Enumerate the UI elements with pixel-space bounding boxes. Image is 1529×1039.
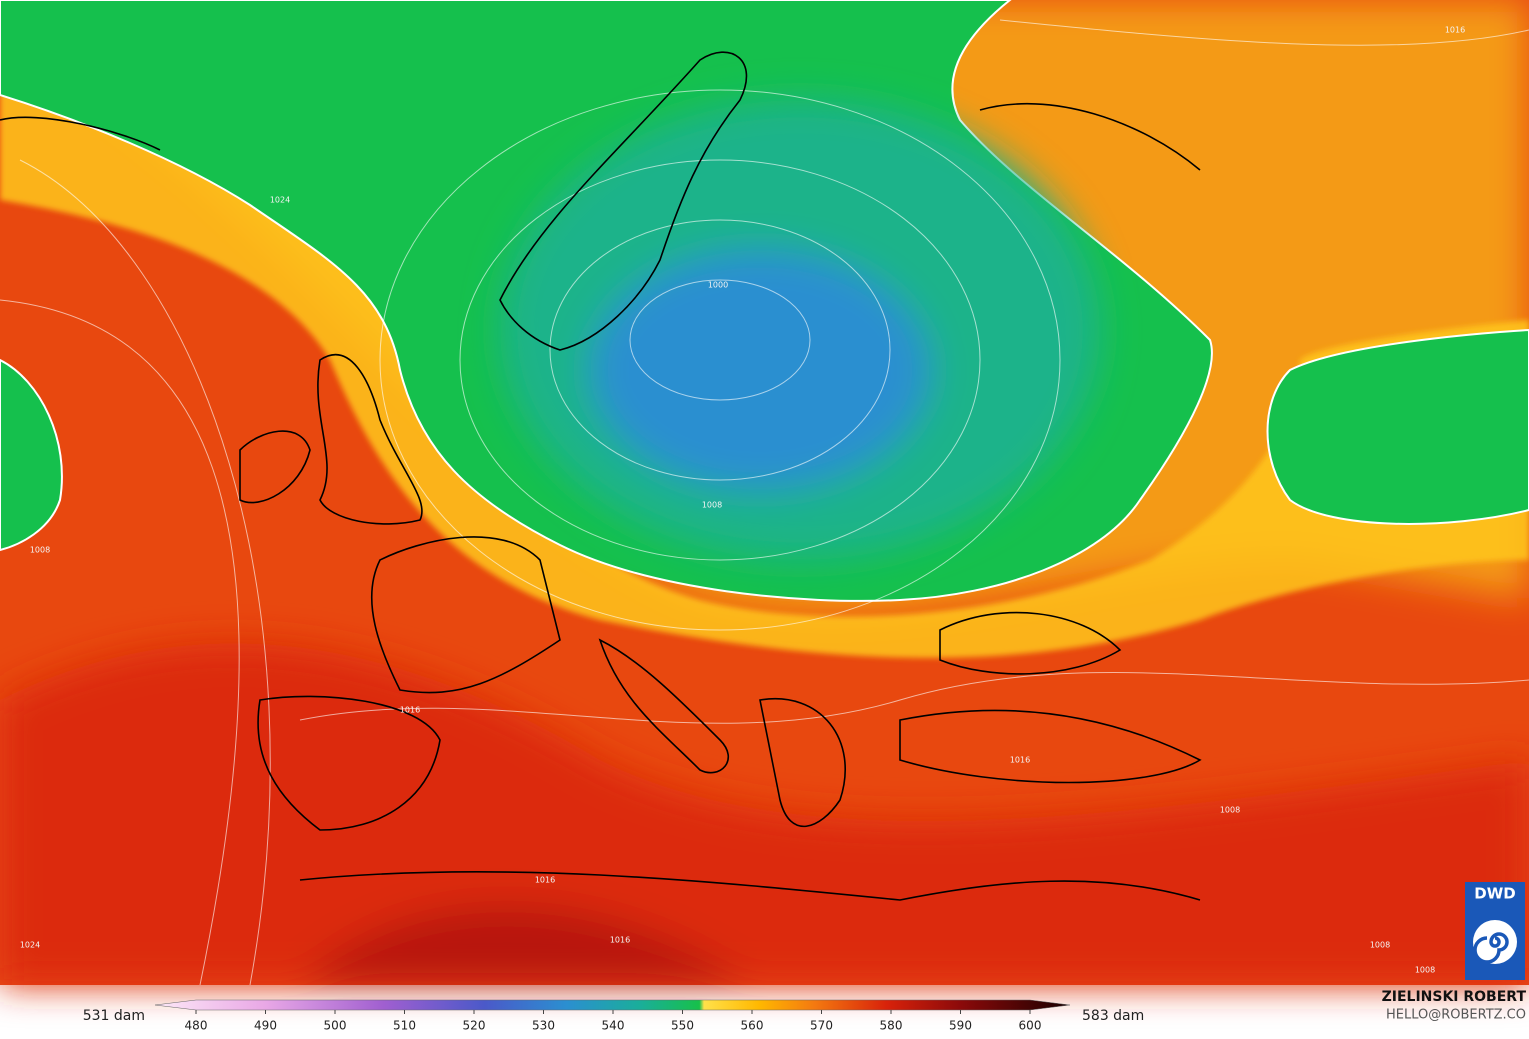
contour-label: 1016 — [400, 706, 420, 715]
colorbar-tick-label: 480 — [185, 1019, 208, 1033]
colorbar-ramp — [155, 1000, 1070, 1010]
contour-label: 1008 — [1415, 966, 1435, 975]
max-label: 583 dam — [1082, 1008, 1144, 1024]
credit-name: ZIELINSKI ROBERT — [1382, 989, 1527, 1005]
colorbar-tick-label: 570 — [810, 1019, 833, 1033]
colorbar-tick-label: 550 — [671, 1019, 694, 1033]
colorbar-tick-label: 520 — [463, 1019, 486, 1033]
contour-label: 1008 — [1220, 806, 1240, 815]
contour-label: 1016 — [610, 936, 630, 945]
colorbar-tick-label: 560 — [741, 1019, 764, 1033]
colorbar-tick-label: 500 — [324, 1019, 347, 1033]
colorbar-tick-label: 510 — [393, 1019, 416, 1033]
contour-label: 1016 — [1010, 756, 1030, 765]
colorbar-tick-label: 530 — [532, 1019, 555, 1033]
contour-label: 1008 — [1370, 941, 1390, 950]
map-field — [0, 0, 1529, 985]
dwd-logo: DWD — [1465, 882, 1525, 980]
contour-label: 1024 — [270, 196, 290, 205]
contour-label: 1008 — [702, 501, 722, 510]
colorbar-tick-label: 490 — [254, 1019, 277, 1033]
logo-text: DWD — [1474, 885, 1515, 903]
contour-label: 1024 — [20, 941, 40, 950]
colorbar-tick-label: 580 — [880, 1019, 903, 1033]
colorbar-tick-label: 600 — [1019, 1019, 1042, 1033]
credit-email: HELLO@ROBERTZ.CO — [1386, 1008, 1526, 1023]
colorbar-tick-label: 590 — [949, 1019, 972, 1033]
contour-label: 1016 — [1445, 26, 1465, 35]
min-label: 531 dam — [83, 1008, 145, 1024]
colorbar-tick-label: 540 — [602, 1019, 625, 1033]
colorbar: 531 dam 583 dam 480 490 500 510 520 530 540 550… — [83, 1000, 1145, 1033]
contour-label: 1000 — [708, 281, 728, 290]
contour-label: 1008 — [30, 546, 50, 555]
contour-label: 1016 — [535, 876, 555, 885]
